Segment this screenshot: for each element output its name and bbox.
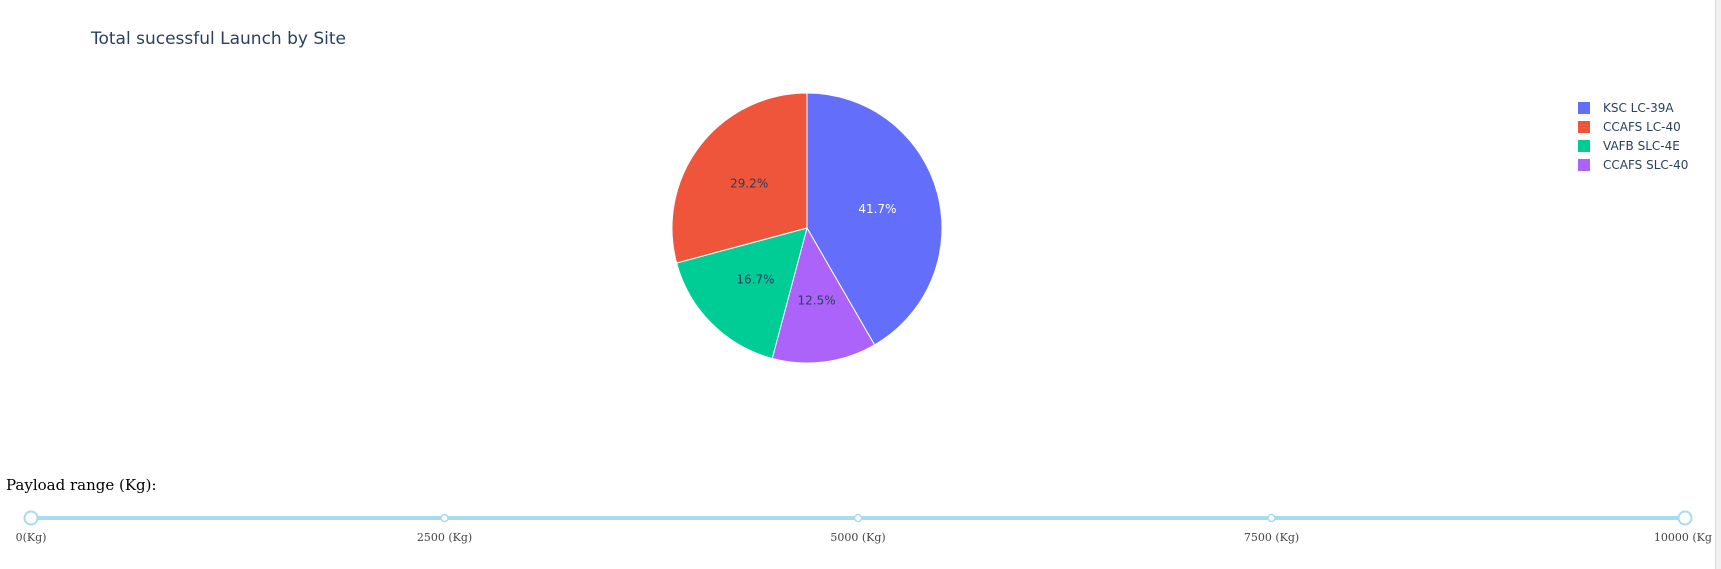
- payload-range-slider[interactable]: 0(Kg) 2500 (Kg) 5000 (Kg) 7500 (Kg) 10000 (K…: [0, 505, 1712, 563]
- legend: KSC LC-39A CCAFS LC-40 VAFB SLC-4E CCAFS SL…: [1578, 101, 1688, 172]
- legend-swatch-ksc-lc-39a[interactable]: [1578, 102, 1590, 114]
- slider-mark-label: 10000 (Kg): [1654, 531, 1712, 544]
- legend-swatch-ccafs-slc-40[interactable]: [1578, 159, 1590, 171]
- slice-label-vafb-slc-4e: 16.7%: [736, 273, 774, 287]
- chart-title: Total sucessful Launch by Site: [90, 29, 346, 49]
- slice-label-ccafs-slc-40: 12.5%: [798, 293, 836, 307]
- slice-label-ksc-lc-39a: 41.7%: [858, 202, 896, 216]
- slider-mark-label: 5000 (Kg): [830, 531, 885, 544]
- pie-slice-ksc-lc-39a[interactable]: [806, 92, 943, 346]
- slice-label-ccafs-lc-40: 29.2%: [730, 177, 768, 191]
- slider-min-handle[interactable]: [23, 510, 39, 526]
- pie-slice-ccafs-slc-40[interactable]: [771, 226, 876, 364]
- pie-slice-vafb-slc-4e[interactable]: [675, 227, 808, 360]
- slider-mark-label: 2500 (Kg): [417, 531, 472, 544]
- slider-mark-dot: [1267, 513, 1276, 523]
- pie-slice-ccafs-lc-40[interactable]: [671, 92, 808, 264]
- legend-label-ccafs-slc-40: CCAFS SLC-40: [1603, 158, 1688, 172]
- window-scrollbar[interactable]: [1715, 0, 1721, 569]
- legend-label-ccafs-lc-40: CCAFS LC-40: [1603, 120, 1681, 134]
- legend-swatch-vafb-slc-4e[interactable]: [1578, 140, 1590, 152]
- legend-label-ksc-lc-39a: KSC LC-39A: [1603, 101, 1674, 115]
- pie-chart: Total sucessful Launch by Site 41.7% 12.5…: [90, 29, 1688, 364]
- legend-swatch-ccafs-lc-40[interactable]: [1578, 121, 1590, 133]
- slider-mark-label: 0(Kg): [16, 531, 47, 544]
- slider-max-handle[interactable]: [1677, 510, 1693, 526]
- payload-range-label: Payload range (Kg):: [6, 476, 157, 494]
- slider-mark-label: 7500 (Kg): [1244, 531, 1299, 544]
- legend-label-vafb-slc-4e: VAFB SLC-4E: [1603, 139, 1680, 153]
- slider-mark-dot: [440, 513, 449, 523]
- pie-slices: 41.7% 12.5% 16.7% 29.2%: [671, 92, 943, 364]
- slider-mark-dot: [853, 513, 863, 523]
